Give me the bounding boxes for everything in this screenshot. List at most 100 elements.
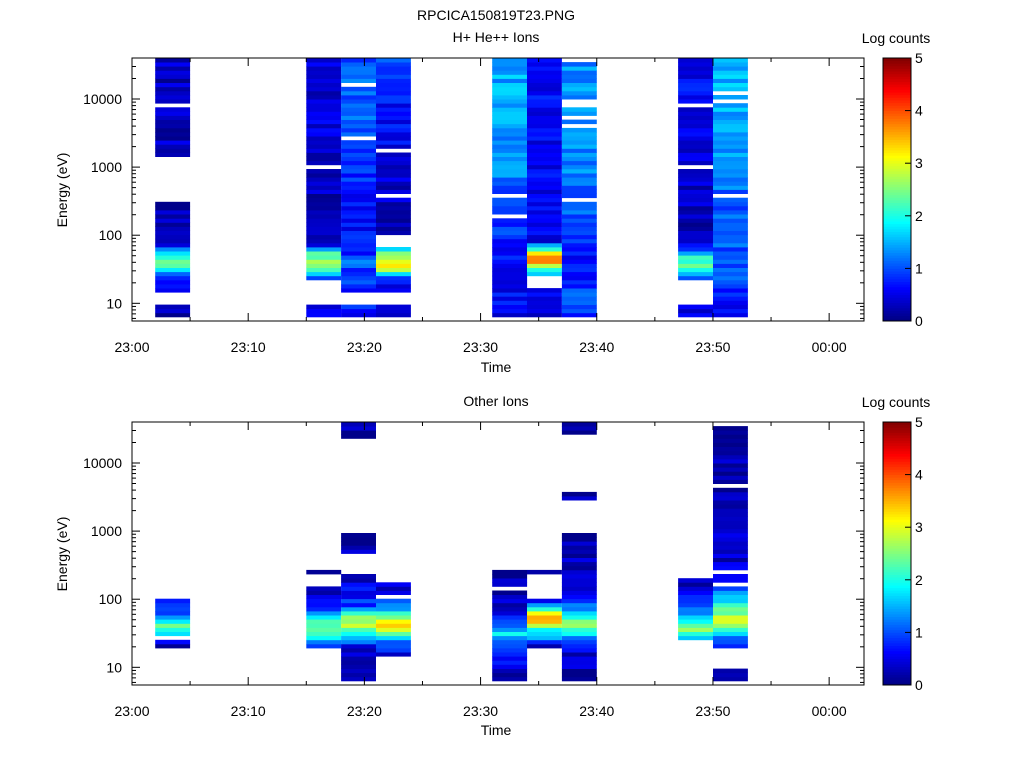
heatmap-cell <box>306 312 342 318</box>
heatmap-cell <box>561 160 597 166</box>
heatmap-cell <box>713 296 748 301</box>
heatmap-cell <box>561 95 597 100</box>
heatmap-cell <box>341 201 376 207</box>
heatmap-cell <box>492 652 528 657</box>
colorbar-tick-label: 0 <box>915 313 923 329</box>
colorbar-segment <box>883 448 911 452</box>
heatmap-cell <box>492 169 528 174</box>
heatmap-cell <box>713 586 748 591</box>
heatmap-cell <box>376 586 411 591</box>
heatmap-cell <box>678 70 713 75</box>
heatmap-cell <box>306 214 342 219</box>
heatmap-cell <box>492 160 528 166</box>
heatmap-cell <box>341 90 376 96</box>
heatmap-cell <box>527 74 562 79</box>
heatmap-cell <box>155 111 191 116</box>
heatmap-cell <box>341 181 376 186</box>
heatmap-cell <box>678 627 713 632</box>
heatmap-cell <box>678 259 713 264</box>
heatmap-cell <box>492 226 528 231</box>
colorbar-segment <box>883 118 911 122</box>
heatmap-cell <box>376 99 411 104</box>
heatmap-cell <box>376 197 411 203</box>
heatmap-cell <box>306 226 342 231</box>
colorbar-segment <box>883 186 911 190</box>
heatmap-cell <box>306 140 342 145</box>
heatmap-cell <box>341 189 376 194</box>
colorbar-segment <box>883 429 911 433</box>
heatmap-cell <box>678 598 713 604</box>
heatmap-cell <box>492 82 528 88</box>
heatmap-cell <box>561 545 597 550</box>
heatmap-cell <box>678 275 713 281</box>
heatmap-cell <box>527 58 562 63</box>
colorbar-segment <box>883 286 911 290</box>
heatmap-cell <box>492 218 528 223</box>
x-tick-label: 23:10 <box>231 703 266 719</box>
heatmap-cell <box>678 214 713 219</box>
heatmap-cell <box>341 62 376 67</box>
heatmap-cell <box>341 652 376 657</box>
colorbar-segment <box>883 474 911 478</box>
heatmap-cell <box>306 86 342 92</box>
heatmap-cell <box>713 508 748 513</box>
heatmap-cell <box>713 549 748 554</box>
heatmap-cell <box>713 561 748 567</box>
heatmap-cell <box>492 615 528 620</box>
colorbar-tick-label: 0 <box>915 677 923 693</box>
colorbar-segment <box>883 561 911 565</box>
heatmap-cell <box>713 164 748 170</box>
colorbar-segment <box>883 627 911 631</box>
heatmap-cell <box>678 590 713 595</box>
heatmap-cell <box>306 181 342 186</box>
heatmap-cell <box>341 537 376 542</box>
heatmap-cell <box>341 238 376 244</box>
heatmap-cell <box>713 574 748 579</box>
heatmap-cell <box>527 569 562 575</box>
heatmap-cell <box>376 606 411 612</box>
colorbar-segment <box>883 281 911 285</box>
colorbar-tick-label: 5 <box>915 50 923 66</box>
colorbar-segment <box>883 671 911 675</box>
heatmap-cell <box>561 652 597 657</box>
heatmap-cell <box>527 308 562 314</box>
heatmap-cell <box>678 234 713 240</box>
heatmap-cell <box>376 66 411 71</box>
colorbar-segment <box>883 289 911 293</box>
heatmap-cell <box>561 598 597 604</box>
heatmap-cell <box>713 672 748 678</box>
colorbar-segment <box>883 94 911 98</box>
heatmap-cell <box>713 111 748 116</box>
heatmap-cell <box>376 123 411 129</box>
heatmap-cell <box>527 205 562 211</box>
heatmap-cell <box>561 639 597 645</box>
heatmap-cell <box>492 279 528 285</box>
heatmap-cell <box>492 234 528 240</box>
heatmap-cell <box>155 267 191 273</box>
heatmap-cell <box>527 82 562 88</box>
heatmap-cell <box>561 185 597 190</box>
heatmap-cell <box>341 156 376 162</box>
heatmap-cell <box>341 623 376 628</box>
heatmap-cell <box>713 238 748 244</box>
colorbar-segment <box>883 107 911 111</box>
heatmap-cell <box>306 107 342 112</box>
heatmap-cell <box>527 210 562 215</box>
heatmap-cell <box>492 62 528 67</box>
x-tick-label: 23:20 <box>347 703 382 719</box>
heatmap-cell <box>492 173 528 178</box>
colorbar-segment <box>883 168 911 172</box>
heatmap-cell <box>561 676 597 682</box>
heatmap-cell <box>713 259 748 264</box>
heatmap-cell <box>376 185 411 190</box>
heatmap-cell <box>155 66 191 71</box>
colorbar-segment <box>883 669 911 673</box>
heatmap-cell <box>376 247 411 252</box>
heatmap-cell <box>376 169 411 174</box>
heatmap-cell <box>561 90 597 96</box>
heatmap-cell <box>341 611 376 616</box>
heatmap-cell <box>492 643 528 649</box>
colorbar-segment <box>883 226 911 230</box>
heatmap-cell <box>306 635 342 641</box>
heatmap-cell <box>492 127 528 133</box>
